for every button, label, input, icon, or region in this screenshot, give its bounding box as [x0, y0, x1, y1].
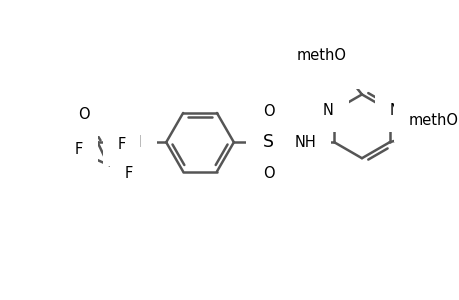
Text: F: F: [124, 166, 132, 181]
Text: HN: HN: [120, 135, 142, 150]
Text: S: S: [263, 133, 274, 151]
Text: O: O: [262, 104, 274, 119]
Text: NH: NH: [294, 135, 315, 150]
Text: O: O: [333, 60, 345, 75]
Text: O: O: [78, 107, 90, 122]
Text: N: N: [389, 103, 400, 118]
Text: N: N: [322, 103, 333, 118]
Text: methO: methO: [408, 112, 458, 128]
Text: O: O: [409, 122, 420, 137]
Text: methO: methO: [296, 48, 346, 63]
Text: F: F: [75, 142, 83, 158]
Text: F: F: [118, 137, 126, 152]
Text: O: O: [262, 166, 274, 181]
